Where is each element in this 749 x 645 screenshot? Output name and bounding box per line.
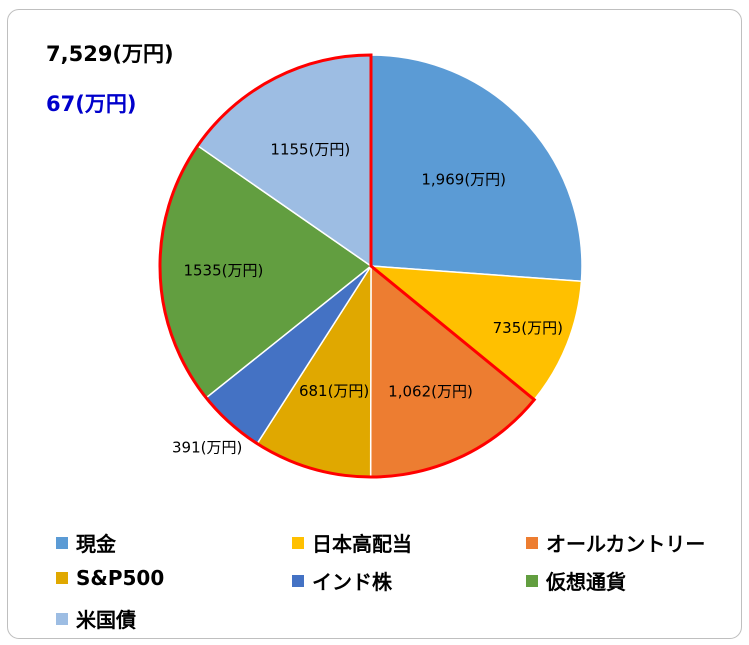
legend-swatch xyxy=(56,612,68,625)
legend-item: 米国債 xyxy=(56,604,136,633)
slice-label: 681(万円) xyxy=(299,382,369,400)
legend-swatch xyxy=(292,574,304,587)
legend-label: インド株 xyxy=(312,570,392,594)
slice-label: 1,062(万円) xyxy=(388,382,473,400)
legend-item: S&P500 xyxy=(56,566,164,590)
legend-item: インド株 xyxy=(292,566,392,595)
legend-swatch xyxy=(56,536,68,549)
slice-label: 1,969(万円) xyxy=(421,170,506,188)
legend-item: 現金 xyxy=(56,528,116,557)
legend-label: 日本高配当 xyxy=(312,532,412,556)
legend-item: オールカントリー xyxy=(526,528,705,557)
pie-slice xyxy=(368,265,583,401)
legend-swatch xyxy=(56,572,68,584)
total-value: 7,529(万円) xyxy=(46,42,174,66)
legend-item: 仮想通貨 xyxy=(526,566,626,595)
legend-swatch xyxy=(526,574,538,587)
legend-label: 仮想通貨 xyxy=(546,570,626,594)
legend-swatch xyxy=(526,536,538,549)
pie-slice xyxy=(370,54,583,283)
legend-swatch xyxy=(292,536,304,549)
slice-label: 1535(万円) xyxy=(183,261,263,279)
legend-label: オールカントリー xyxy=(546,532,706,556)
gain-value: 67(万円) xyxy=(46,92,137,116)
highlight-outline xyxy=(158,53,537,479)
slice-label: 391(万円) xyxy=(172,438,242,456)
slice-label: 735(万円) xyxy=(493,319,563,337)
legend-label: S&P500 xyxy=(76,566,165,590)
legend-label: 米国債 xyxy=(76,608,136,632)
slice-label: 1155(万円) xyxy=(270,141,350,159)
legend-item: 日本高配当 xyxy=(292,528,412,557)
legend-label: 現金 xyxy=(76,532,116,556)
